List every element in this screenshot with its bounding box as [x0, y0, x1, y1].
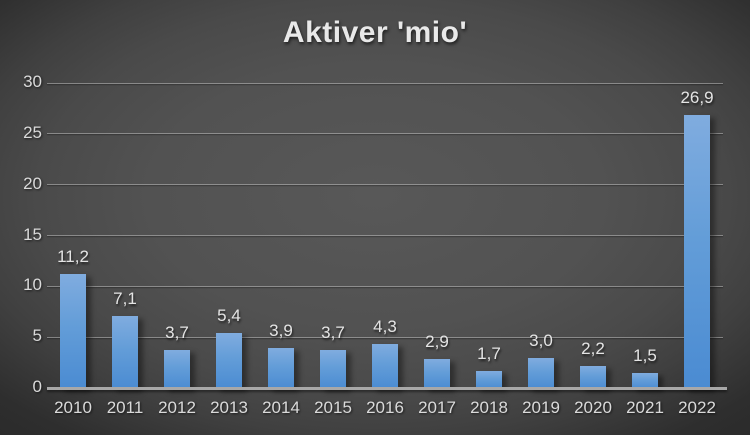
bar-value-label: 3,7: [321, 323, 345, 343]
gridline: [47, 133, 723, 135]
bar: [372, 344, 398, 389]
bar: [60, 274, 86, 389]
bar-value-label: 5,4: [217, 306, 241, 326]
x-tick-label: 2014: [262, 398, 300, 417]
gridline: [47, 336, 723, 338]
bar: [632, 372, 658, 389]
gridline: [47, 82, 723, 84]
bar-value-label: 26,9: [680, 87, 714, 107]
y-tick-label: 20: [23, 173, 42, 193]
bar-value-label: 4,3: [373, 317, 397, 337]
bar-value-label: 11,2: [57, 247, 89, 267]
x-tick-label: 2016: [366, 398, 404, 417]
y-tick-label: 5: [32, 326, 42, 346]
bar: [268, 348, 294, 389]
bar-value-label: 2,9: [425, 331, 449, 351]
x-tick-label: 2015: [314, 398, 352, 417]
y-tick-label: 25: [23, 122, 42, 142]
gridline: [47, 235, 723, 236]
y-tick-label: 0: [32, 377, 42, 396]
bar: [112, 315, 138, 389]
x-tick-label: 2019: [522, 398, 560, 417]
bar: [580, 365, 606, 389]
gridline: [47, 285, 723, 287]
bar-value-label: 3,0: [529, 330, 553, 350]
y-tick-label: 15: [23, 224, 42, 244]
bar: [320, 350, 346, 389]
bar-value-label: 1,5: [633, 345, 657, 365]
chart-title: Aktiver 'mio': [282, 16, 468, 49]
bar-value-label: 3,9: [269, 321, 293, 341]
x-tick-label: 2020: [574, 398, 612, 417]
bar-value-label: 1,7: [477, 343, 501, 363]
gridline: [47, 184, 723, 186]
bar-value-label: 3,7: [165, 323, 189, 343]
x-tick-label: 2021: [626, 398, 664, 417]
x-tick-label: 2010: [54, 398, 92, 417]
x-tick-label: 2013: [210, 398, 248, 417]
bar: [424, 358, 450, 389]
x-tick-label: 2012: [158, 398, 196, 417]
y-tick-label: 10: [23, 275, 42, 295]
x-axis-line: [47, 387, 727, 390]
bar: [476, 370, 502, 389]
bar: [164, 350, 190, 389]
x-tick-label: 2018: [470, 398, 508, 417]
x-tick-label: 2022: [678, 398, 716, 417]
bar-value-label: 7,1: [113, 288, 137, 308]
bar: [684, 114, 710, 389]
y-tick-label: 30: [23, 72, 42, 91]
bar-value-label: 2,2: [581, 338, 605, 358]
x-tick-label: 2017: [418, 398, 456, 417]
bar: [216, 333, 242, 389]
x-tick-label: 2011: [106, 398, 144, 417]
bar: [528, 357, 554, 389]
